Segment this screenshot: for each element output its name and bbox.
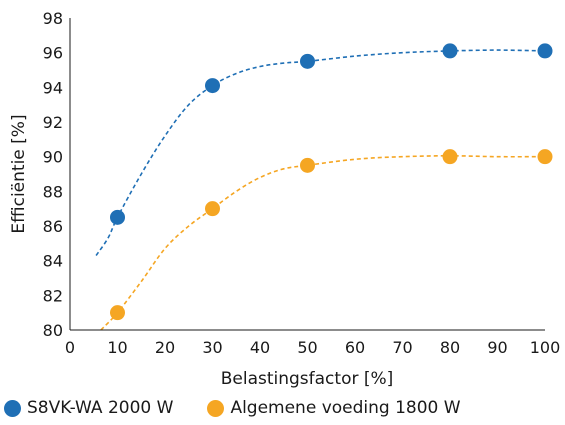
trendline-series-1 — [100, 154, 546, 331]
x-tick-label: 100 — [530, 338, 561, 357]
data-point-series-0 — [110, 209, 125, 225]
x-tick-labels: 0 10 20 30 40 50 60 70 80 90 100 — [65, 338, 560, 357]
legend-item-algemene-voeding: Algemene voeding 1800 W — [207, 398, 461, 418]
x-tick-label: 40 — [250, 338, 270, 357]
legend-swatch-s8vk — [4, 399, 21, 417]
y-tick-label: 80 — [43, 321, 63, 340]
y-tick-label: 88 — [43, 182, 63, 201]
trendline-layer — [95, 49, 546, 331]
x-tick-label: 10 — [107, 338, 127, 357]
x-tick-label: 60 — [345, 338, 365, 357]
data-points — [110, 43, 553, 321]
x-tick-label: 30 — [202, 338, 222, 357]
x-tick-label: 90 — [487, 338, 507, 357]
data-point-series-1 — [110, 305, 125, 321]
y-tick-label: 82 — [43, 286, 63, 305]
x-tick-label: 0 — [65, 338, 75, 357]
y-tick-label: 96 — [43, 44, 63, 63]
y-tick-label: 98 — [43, 9, 63, 28]
trendline-series-0 — [95, 49, 546, 256]
x-tick-label: 50 — [297, 338, 317, 357]
legend: S8VK-WA 2000 W Algemene voeding 1800 W — [4, 398, 495, 418]
data-point-series-0 — [300, 53, 315, 69]
y-tick-labels: 80 82 84 86 88 90 92 94 96 98 — [43, 9, 63, 340]
x-axis-title: Belastingsfactor [%] — [221, 369, 394, 389]
y-tick-label: 92 — [43, 113, 63, 132]
data-point-series-0 — [442, 43, 458, 59]
legend-swatch-algemene-voeding — [207, 399, 225, 417]
x-tick-label: 80 — [440, 338, 460, 357]
data-point-series-1 — [537, 149, 553, 165]
y-tick-label: 94 — [43, 78, 63, 97]
y-tick-label: 84 — [43, 252, 63, 271]
data-point-series-0 — [537, 43, 553, 59]
data-point-series-1 — [205, 201, 220, 217]
data-point-series-1 — [300, 157, 315, 173]
legend-label-algemene-voeding: Algemene voeding 1800 W — [230, 398, 461, 418]
y-tick-label: 90 — [43, 148, 63, 167]
y-axis-title: Efficiëntie [%] — [9, 114, 29, 233]
data-point-series-1 — [442, 149, 458, 165]
legend-item-s8vk: S8VK-WA 2000 W — [4, 398, 173, 418]
x-tick-label: 20 — [155, 338, 175, 357]
y-tick-label: 86 — [43, 217, 63, 236]
x-tick-label: 70 — [392, 338, 412, 357]
data-point-series-0 — [205, 78, 220, 94]
legend-label-s8vk: S8VK-WA 2000 W — [27, 398, 174, 418]
